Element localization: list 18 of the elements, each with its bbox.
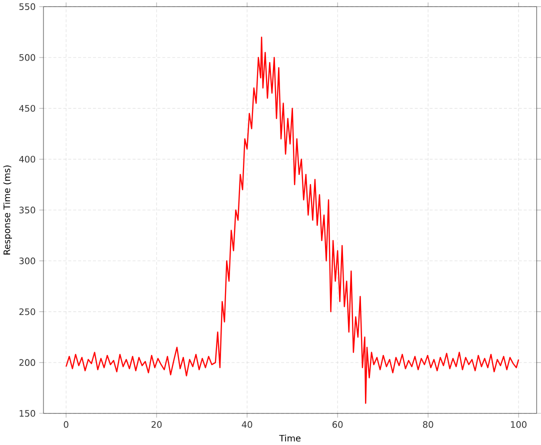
y-tick-label: 350 <box>19 206 36 214</box>
y-tick-label: 300 <box>19 258 36 264</box>
y-tick-label: 150 <box>20 410 36 417</box>
x-tick-label: 40 <box>242 421 252 428</box>
x-tick-label: 60 <box>332 421 343 428</box>
x-tick-label: 80 <box>423 421 434 428</box>
y-tick-label: 250 <box>19 308 36 316</box>
y-tick-label: 500 <box>19 54 36 61</box>
y-tick-label: 400 <box>19 156 36 163</box>
y-axis-title: Response Time (ms) <box>3 166 12 255</box>
y-tick-label: 550 <box>19 3 36 10</box>
y-tick-label: 200 <box>19 359 36 366</box>
x-tick-label: 0 <box>64 421 68 428</box>
x-tick-label: 100 <box>511 421 526 428</box>
line-series <box>65 36 520 404</box>
x-tick-label: 20 <box>152 421 162 428</box>
y-tick-label: 450 <box>19 105 36 112</box>
x-axis-title: Time <box>279 434 301 442</box>
